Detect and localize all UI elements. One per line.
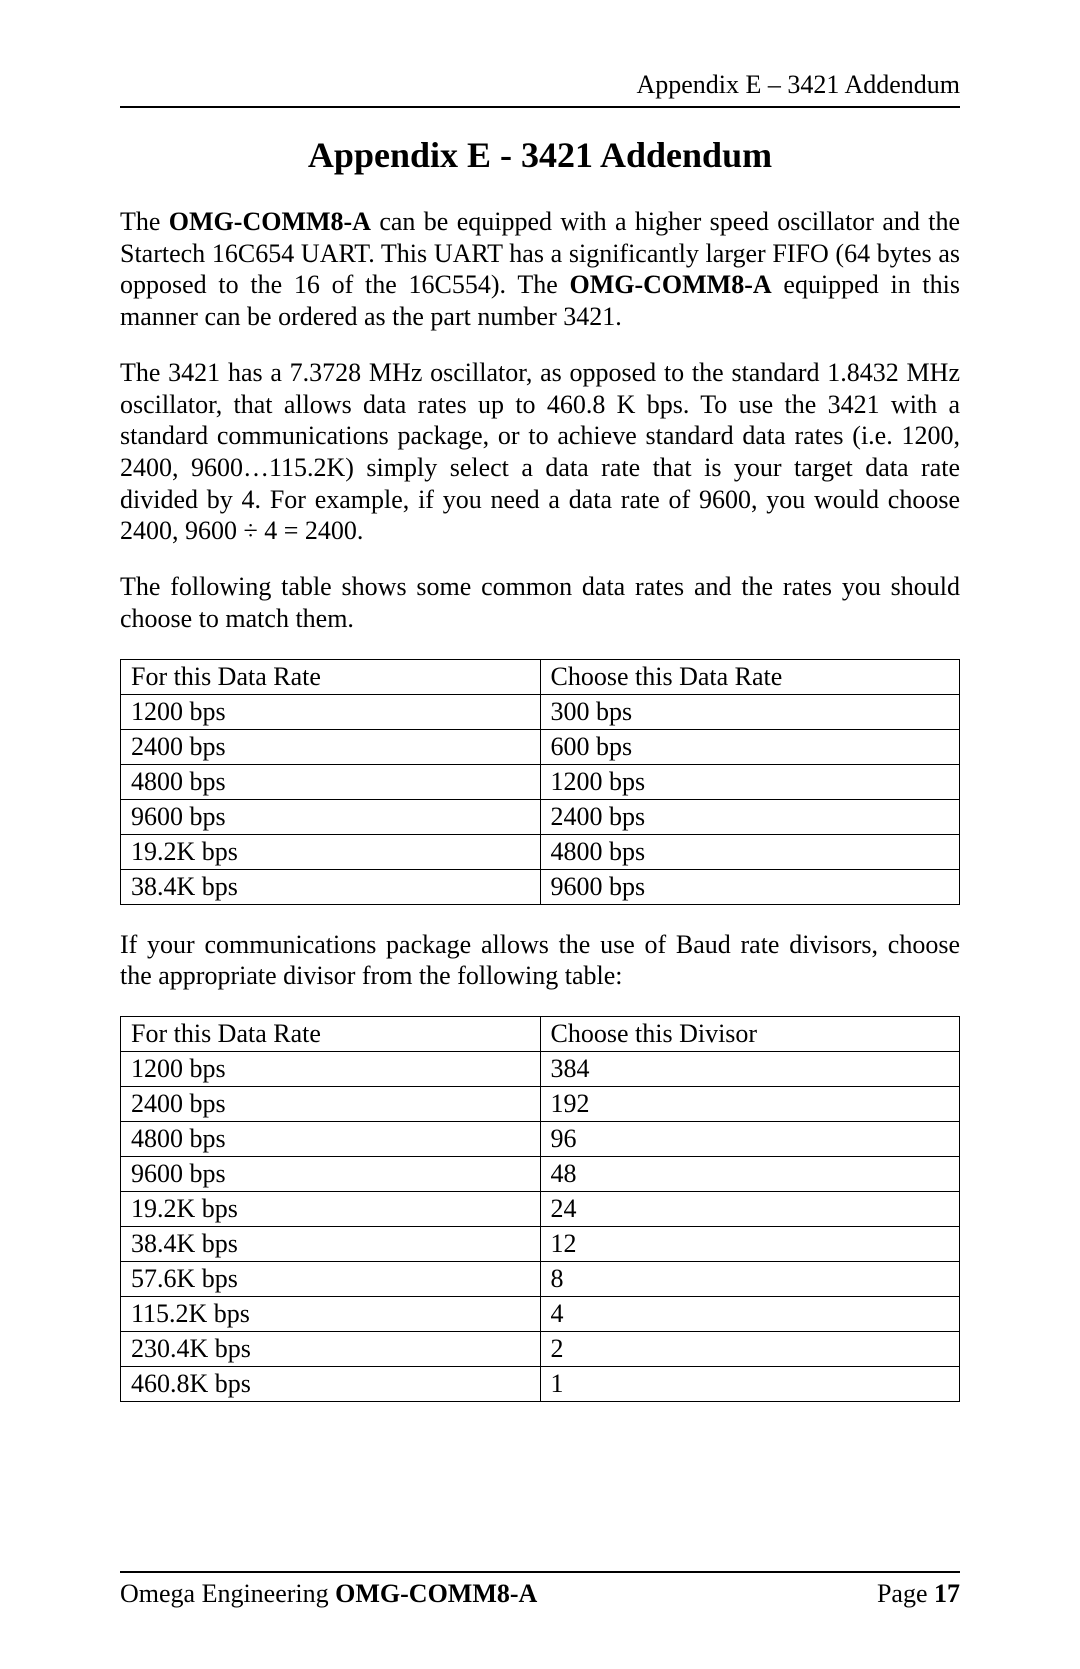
table-row: 38.4K bps 9600 bps bbox=[121, 869, 960, 904]
table-cell: 19.2K bps bbox=[121, 1192, 541, 1227]
footer-right: Page 17 bbox=[877, 1579, 960, 1609]
table-cell: 9600 bps bbox=[540, 869, 960, 904]
paragraph-2: The 3421 has a 7.3728 MHz oscillator, as… bbox=[120, 357, 960, 547]
paragraph-3: The following table shows some common da… bbox=[120, 571, 960, 634]
table-row: For this Data Rate Choose this Data Rate bbox=[121, 659, 960, 694]
table-row: 57.6K bps 8 bbox=[121, 1262, 960, 1297]
table-cell: 1200 bps bbox=[540, 764, 960, 799]
table-cell: 115.2K bps bbox=[121, 1297, 541, 1332]
text: Omega Engineering bbox=[120, 1579, 335, 1608]
table-cell: 1200 bps bbox=[121, 694, 541, 729]
table-cell: 38.4K bps bbox=[121, 869, 541, 904]
paragraph-4: If your communications package allows th… bbox=[120, 929, 960, 992]
table-row: 1200 bps 384 bbox=[121, 1052, 960, 1087]
table-row: 1200 bps 300 bps bbox=[121, 694, 960, 729]
table-cell: 12 bbox=[540, 1227, 960, 1262]
table-row: 9600 bps 2400 bps bbox=[121, 799, 960, 834]
table-cell: 38.4K bps bbox=[121, 1227, 541, 1262]
table-row: 19.2K bps 24 bbox=[121, 1192, 960, 1227]
page-footer: Omega Engineering OMG-COMM8-A Page 17 bbox=[120, 1571, 960, 1609]
table-row: 4800 bps 1200 bps bbox=[121, 764, 960, 799]
table-cell: 2 bbox=[540, 1332, 960, 1367]
page: Appendix E – 3421 Addendum Appendix E - … bbox=[0, 0, 1080, 1669]
table-cell: 1200 bps bbox=[121, 1052, 541, 1087]
table-cell: 8 bbox=[540, 1262, 960, 1297]
page-title: Appendix E - 3421 Addendum bbox=[120, 134, 960, 176]
table-cell: 57.6K bps bbox=[121, 1262, 541, 1297]
table-row: 115.2K bps 4 bbox=[121, 1297, 960, 1332]
table-row: 460.8K bps 1 bbox=[121, 1367, 960, 1402]
table-row: 2400 bps 600 bps bbox=[121, 729, 960, 764]
table-cell: 460.8K bps bbox=[121, 1367, 541, 1402]
text: The bbox=[120, 207, 169, 236]
table-cell: 600 bps bbox=[540, 729, 960, 764]
table-cell: 9600 bps bbox=[121, 1157, 541, 1192]
table-row: 4800 bps 96 bbox=[121, 1122, 960, 1157]
table-cell: 4800 bps bbox=[540, 834, 960, 869]
table-header-cell: For this Data Rate bbox=[121, 1017, 541, 1052]
table-row: 19.2K bps 4800 bps bbox=[121, 834, 960, 869]
table-cell: 192 bbox=[540, 1087, 960, 1122]
table-cell: 300 bps bbox=[540, 694, 960, 729]
table-cell: 1 bbox=[540, 1367, 960, 1402]
table-header-cell: Choose this Divisor bbox=[540, 1017, 960, 1052]
footer-row: Omega Engineering OMG-COMM8-A Page 17 bbox=[120, 1579, 960, 1609]
table-header-cell: Choose this Data Rate bbox=[540, 659, 960, 694]
table-cell: 2400 bps bbox=[121, 1087, 541, 1122]
table-row: 230.4K bps 2 bbox=[121, 1332, 960, 1367]
running-head: Appendix E – 3421 Addendum bbox=[120, 70, 960, 108]
table-cell: 19.2K bps bbox=[121, 834, 541, 869]
table-header-cell: For this Data Rate bbox=[121, 659, 541, 694]
table-cell: 4800 bps bbox=[121, 764, 541, 799]
table-cell: 9600 bps bbox=[121, 799, 541, 834]
product-name: OMG-COMM8-A bbox=[335, 1579, 537, 1608]
table-cell: 2400 bps bbox=[540, 799, 960, 834]
table-cell: 2400 bps bbox=[121, 729, 541, 764]
paragraph-1: The OMG-COMM8-A can be equipped with a h… bbox=[120, 206, 960, 333]
table-cell: 230.4K bps bbox=[121, 1332, 541, 1367]
table-cell: 4800 bps bbox=[121, 1122, 541, 1157]
table-row: 38.4K bps 12 bbox=[121, 1227, 960, 1262]
product-name: OMG-COMM8-A bbox=[169, 207, 371, 236]
footer-left: Omega Engineering OMG-COMM8-A bbox=[120, 1579, 537, 1609]
product-name: OMG-COMM8-A bbox=[570, 270, 772, 299]
divisor-table: For this Data Rate Choose this Divisor 1… bbox=[120, 1016, 960, 1402]
data-rate-table: For this Data Rate Choose this Data Rate… bbox=[120, 659, 960, 905]
table-row: For this Data Rate Choose this Divisor bbox=[121, 1017, 960, 1052]
table-row: 2400 bps 192 bbox=[121, 1087, 960, 1122]
table-cell: 384 bbox=[540, 1052, 960, 1087]
page-number: 17 bbox=[934, 1579, 960, 1608]
table-cell: 4 bbox=[540, 1297, 960, 1332]
table-row: 9600 bps 48 bbox=[121, 1157, 960, 1192]
footer-rule bbox=[120, 1571, 960, 1573]
table-cell: 24 bbox=[540, 1192, 960, 1227]
table-cell: 96 bbox=[540, 1122, 960, 1157]
table-cell: 48 bbox=[540, 1157, 960, 1192]
text: Page bbox=[877, 1579, 934, 1608]
